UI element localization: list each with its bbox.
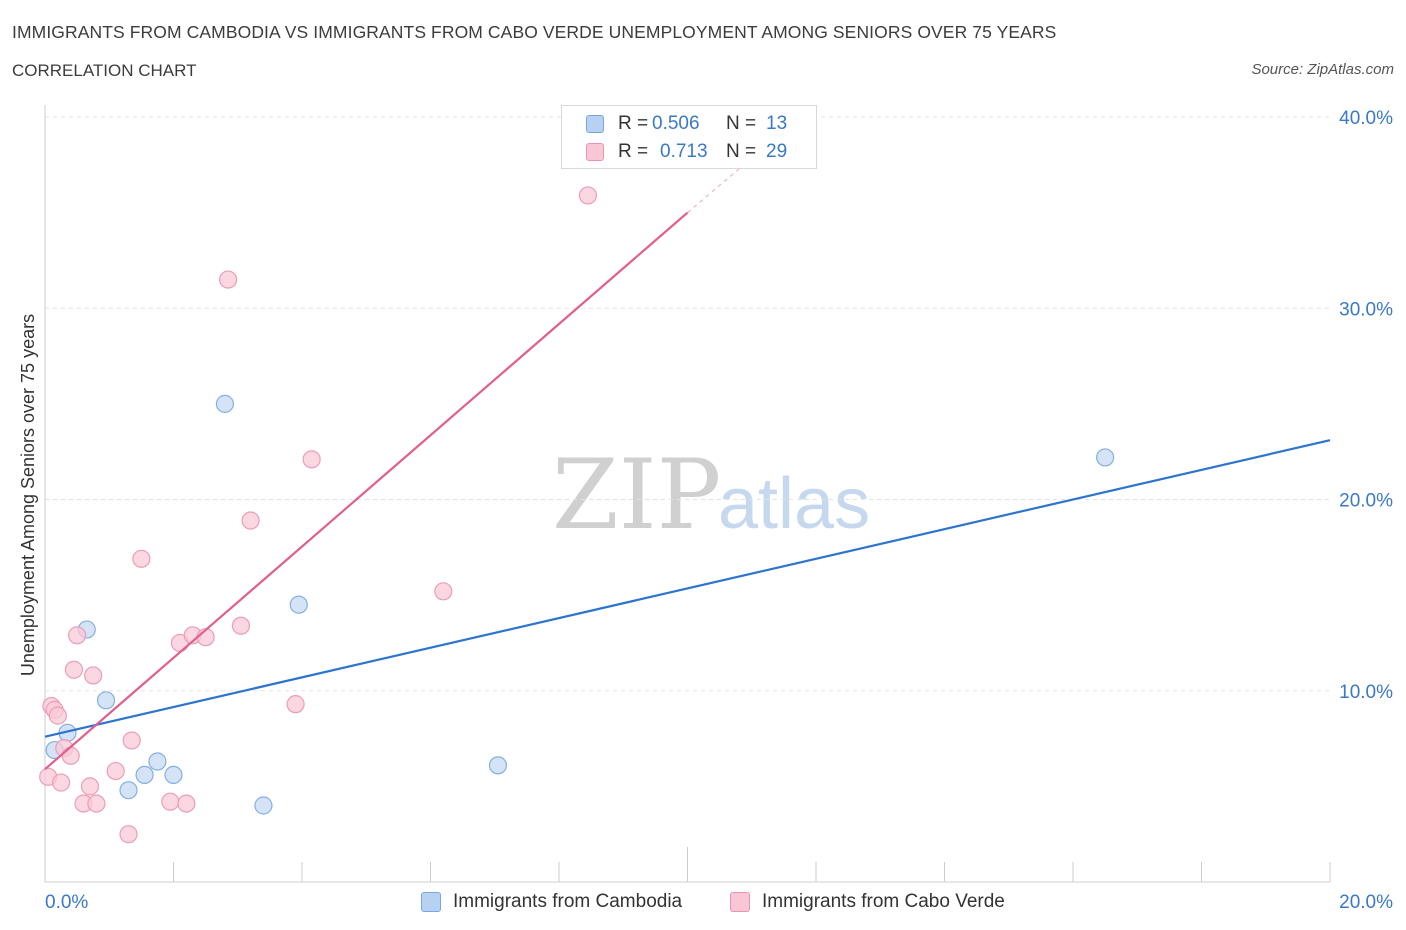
cambodia-point <box>254 796 273 815</box>
r-label: R = <box>618 141 649 162</box>
caboverde-point <box>122 731 141 750</box>
caboverde-point <box>161 792 180 811</box>
y-tick-label: 40.0% <box>1339 108 1393 129</box>
chart-title: IMMIGRANTS FROM CAMBODIA VS IMMIGRANTS F… <box>12 22 1057 42</box>
caboverde-point <box>51 773 71 792</box>
stats-legend-row-caboverde: R = 0.713 N = 29 <box>586 139 787 165</box>
y-tick-label: 10.0% <box>1339 682 1393 703</box>
r-label: R = <box>618 113 649 134</box>
cambodia-point <box>215 394 234 413</box>
r-value: 0.506 <box>652 113 700 134</box>
caboverde-point <box>61 746 80 765</box>
caboverde-point <box>578 186 598 205</box>
n-value: 29 <box>766 141 788 162</box>
caboverde-point <box>68 626 87 645</box>
caboverde-point <box>434 582 453 601</box>
y-tick-label: 30.0% <box>1339 299 1393 320</box>
cambodia-point <box>148 752 167 771</box>
n-label: N = <box>726 141 757 162</box>
caboverde-point <box>87 794 106 813</box>
caboverde-legend-swatch <box>730 892 750 912</box>
tick-labels: 10.0% 20.0% 30.0% 40.0% 0.0% 20.0% <box>45 108 1393 913</box>
cambodia-legend-swatch <box>421 892 441 912</box>
cambodia-point <box>488 756 508 775</box>
r-value: 0.713 <box>660 141 708 162</box>
cambodia-point <box>119 781 138 800</box>
stats-legend: R = 0.506 N = 13 R = 0.713 N = 29 <box>561 105 817 169</box>
cambodia-point <box>96 691 116 710</box>
n-value: 13 <box>766 113 788 134</box>
caboverde-point <box>302 450 321 469</box>
x-tick-label: 0.0% <box>45 892 88 913</box>
watermark: ZIP atlas <box>552 439 870 551</box>
watermark-zip: ZIP <box>552 439 721 551</box>
chart-subtitle: CORRELATION CHART <box>12 61 197 80</box>
caboverde-point <box>231 616 251 635</box>
cambodia-trend-line <box>44 439 1331 738</box>
caboverde-point <box>80 777 100 796</box>
legend-label-caboverde: Immigrants from Cabo Verde <box>762 891 1005 912</box>
caboverde-point <box>241 511 260 530</box>
stats-legend-row-cambodia: R = 0.506 N = 13 <box>586 111 787 137</box>
series-legend: Immigrants from Cambodia Immigrants from… <box>0 889 1406 917</box>
caboverde-point <box>219 270 238 289</box>
caboverde-point <box>48 706 67 725</box>
cambodia-point <box>289 595 308 614</box>
cambodia-swatch <box>586 115 604 133</box>
legend-label-cambodia: Immigrants from Cambodia <box>453 891 683 912</box>
legend-item-cambodia[interactable]: Immigrants from Cambodia <box>421 889 682 915</box>
y-axis-label: Unemployment Among Seniors over 75 years <box>18 314 38 676</box>
caboverde-swatch <box>586 143 604 161</box>
cambodia-point <box>135 765 154 785</box>
caboverde-point <box>177 794 196 813</box>
y-tick-label: 20.0% <box>1339 491 1393 512</box>
cambodia-point <box>164 765 183 785</box>
watermark-atlas: atlas <box>718 464 870 544</box>
n-label: N = <box>726 113 757 134</box>
grid-lines <box>45 116 1330 692</box>
legend-item-caboverde[interactable]: Immigrants from Cabo Verde <box>730 889 1005 915</box>
caboverde-point <box>119 825 138 844</box>
caboverde-point <box>286 695 305 714</box>
caboverde-point <box>64 660 84 679</box>
axes <box>44 105 1331 883</box>
caboverde-trend-line <box>44 211 689 770</box>
x-tick-label: 20.0% <box>1339 892 1393 913</box>
cambodia-point <box>1096 448 1115 467</box>
source-credit: Source: ZipAtlas.com <box>1251 61 1394 78</box>
caboverde-point <box>84 666 103 685</box>
caboverde-point <box>106 761 125 781</box>
caboverde-point <box>132 549 151 568</box>
